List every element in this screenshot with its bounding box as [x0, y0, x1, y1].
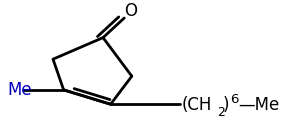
Text: O: O [124, 2, 137, 20]
Text: —Me: —Me [238, 96, 279, 114]
Text: Me: Me [8, 81, 32, 99]
Text: ): ) [223, 96, 229, 114]
Text: (CH: (CH [182, 96, 212, 114]
Text: 6: 6 [230, 93, 238, 106]
Text: 2: 2 [217, 106, 225, 119]
